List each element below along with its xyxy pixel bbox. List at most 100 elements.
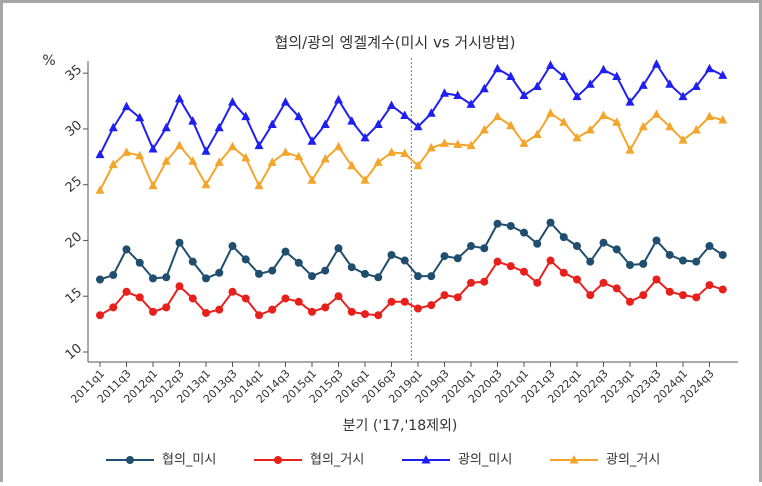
y-axis-label: % bbox=[42, 53, 55, 69]
data-point bbox=[307, 175, 317, 184]
data-point bbox=[453, 90, 463, 99]
data-point bbox=[400, 148, 410, 157]
y-tick-label: 20 bbox=[63, 229, 85, 251]
data-point bbox=[546, 60, 555, 69]
data-point bbox=[122, 245, 131, 254]
data-point bbox=[440, 138, 449, 147]
data-point bbox=[440, 252, 449, 261]
data-point bbox=[334, 244, 343, 253]
data-point bbox=[202, 274, 210, 283]
chart: 협의/광의 엥겔계수(미시 vs 거시방법) % 분기 ('17,'18제외) … bbox=[42, 34, 738, 468]
data-point bbox=[109, 303, 118, 312]
data-point bbox=[387, 297, 396, 306]
data-point bbox=[665, 250, 674, 259]
data-point bbox=[268, 266, 277, 275]
data-point bbox=[202, 308, 210, 317]
data-point bbox=[228, 141, 237, 151]
data-point bbox=[188, 156, 198, 165]
data-point bbox=[453, 293, 462, 302]
data-point bbox=[652, 236, 661, 245]
data-point bbox=[148, 144, 158, 153]
data-point bbox=[334, 141, 343, 151]
data-point bbox=[373, 119, 383, 128]
data-point bbox=[718, 285, 727, 294]
data-point bbox=[559, 233, 568, 242]
data-point bbox=[281, 247, 290, 256]
data-point bbox=[638, 80, 648, 89]
data-point bbox=[573, 242, 581, 251]
data-point bbox=[267, 157, 277, 166]
data-point bbox=[254, 180, 264, 190]
data-point bbox=[493, 257, 502, 266]
data-point bbox=[308, 307, 316, 316]
data-point bbox=[533, 278, 542, 287]
data-point bbox=[347, 263, 356, 272]
data-point bbox=[254, 140, 264, 150]
data-point bbox=[149, 274, 157, 283]
data-point bbox=[373, 157, 383, 166]
data-point bbox=[705, 242, 714, 251]
data-point bbox=[361, 269, 369, 278]
data-point bbox=[321, 266, 330, 275]
data-point bbox=[426, 108, 436, 117]
data-point bbox=[546, 256, 555, 265]
data-point bbox=[414, 272, 422, 281]
data-point bbox=[506, 262, 515, 271]
legend-marker bbox=[421, 455, 431, 464]
data-point bbox=[294, 258, 303, 267]
y-tick-label: 15 bbox=[63, 285, 85, 307]
data-point bbox=[321, 303, 330, 312]
data-point bbox=[546, 108, 555, 117]
data-point bbox=[612, 117, 622, 126]
data-point bbox=[201, 179, 211, 189]
data-point bbox=[320, 154, 330, 163]
y-tick-label: 30 bbox=[63, 118, 85, 140]
data-point bbox=[281, 294, 290, 303]
legend-marker bbox=[126, 456, 134, 464]
data-point bbox=[400, 297, 409, 306]
data-point bbox=[599, 64, 608, 74]
data-point bbox=[586, 257, 595, 266]
data-point bbox=[652, 109, 661, 118]
data-point bbox=[665, 287, 674, 296]
data-point bbox=[308, 272, 316, 281]
data-point bbox=[626, 261, 634, 269]
data-point bbox=[679, 256, 687, 265]
data-point bbox=[188, 294, 197, 303]
data-point bbox=[559, 117, 569, 126]
data-point bbox=[307, 136, 317, 145]
data-point bbox=[572, 132, 582, 142]
data-point bbox=[479, 83, 489, 93]
data-point bbox=[241, 294, 250, 303]
data-point bbox=[347, 116, 357, 125]
data-point bbox=[334, 292, 343, 301]
data-point bbox=[467, 278, 475, 287]
data-point bbox=[334, 94, 343, 104]
data-point bbox=[414, 304, 422, 313]
data-point bbox=[519, 90, 529, 99]
data-point bbox=[532, 129, 542, 138]
data-point bbox=[440, 88, 449, 97]
data-point bbox=[175, 93, 184, 103]
data-point bbox=[268, 305, 277, 314]
data-point bbox=[215, 268, 224, 277]
data-point bbox=[161, 156, 171, 165]
series-line bbox=[99, 111, 723, 191]
data-point bbox=[161, 122, 171, 132]
data-point bbox=[255, 311, 263, 320]
data-point bbox=[639, 259, 648, 268]
data-point bbox=[427, 301, 436, 310]
data-point bbox=[467, 242, 475, 251]
data-point bbox=[520, 267, 528, 276]
data-point bbox=[718, 115, 728, 124]
data-point bbox=[493, 219, 502, 228]
data-point bbox=[135, 112, 145, 122]
data-point bbox=[427, 272, 436, 281]
data-point bbox=[612, 245, 621, 254]
data-point bbox=[652, 275, 661, 284]
data-point bbox=[520, 228, 528, 237]
data-point bbox=[360, 132, 370, 142]
data-point bbox=[638, 121, 648, 131]
data-point bbox=[665, 79, 675, 88]
